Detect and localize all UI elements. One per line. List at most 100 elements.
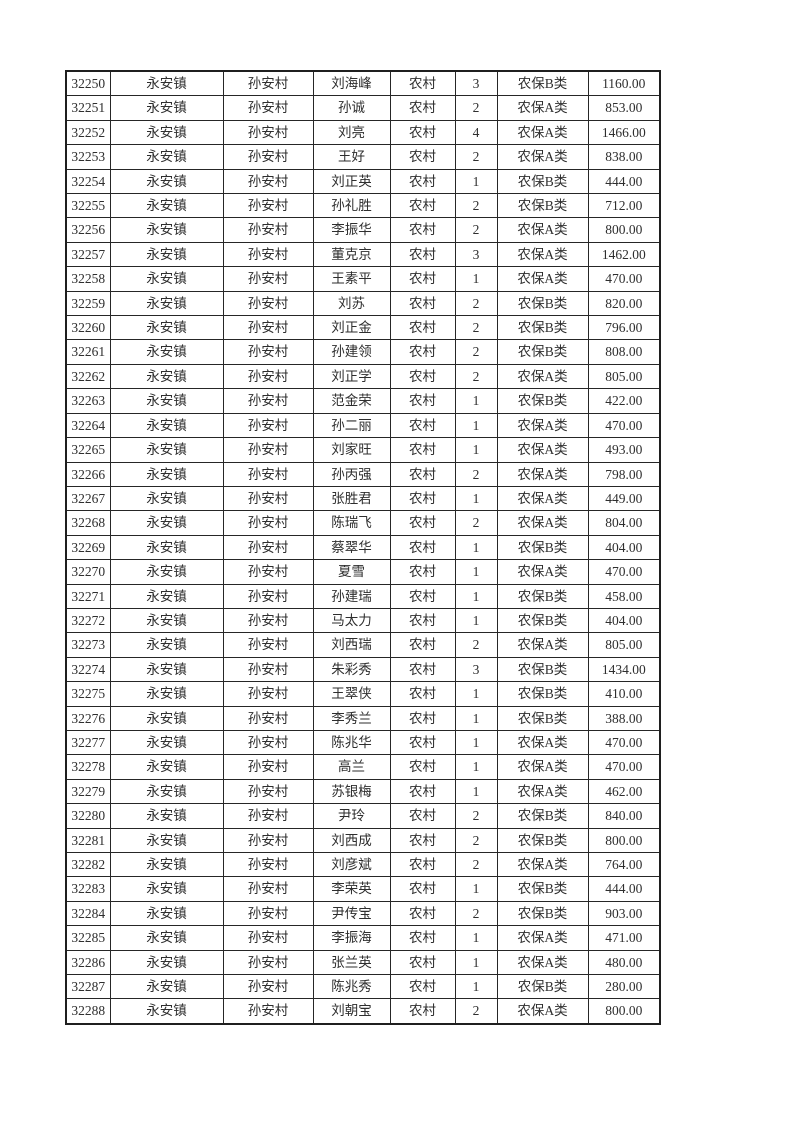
cell-person-count: 2: [454, 510, 498, 536]
table-row: 32282 永安镇 孙安村 刘彦斌 农村 2 农保A类 764.00: [65, 851, 661, 878]
cell-town: 永安镇: [109, 485, 224, 512]
cell-record-id: 32273: [65, 632, 111, 658]
table-row: 32286 永安镇 孙安村 张兰英 农村 1 农保A类 480.00: [65, 949, 661, 976]
cell-insurance-category: 农保A类: [496, 729, 589, 756]
cell-amount: 820.00: [587, 290, 661, 317]
cell-amount: 800.00: [587, 217, 661, 243]
cell-insurance-category: 农保A类: [496, 119, 589, 146]
table-row: 32270 永安镇 孙安村 夏雪 农村 1 农保A类 470.00: [65, 559, 661, 585]
cell-amount: 1160.00: [587, 70, 661, 97]
cell-village: 孙安村: [222, 681, 314, 707]
cell-amount: 462.00: [587, 778, 661, 805]
cell-amount: 493.00: [587, 437, 661, 463]
cell-residence-type: 农村: [389, 754, 456, 780]
cell-record-id: 32255: [65, 193, 111, 219]
cell-person-count: 3: [454, 241, 498, 268]
cell-village: 孙安村: [222, 388, 314, 414]
cell-person-count: 2: [454, 363, 498, 390]
cell-amount: 764.00: [587, 851, 661, 878]
cell-person-name: 马太力: [312, 607, 391, 634]
cell-town: 永安镇: [109, 754, 224, 780]
cell-town: 永安镇: [109, 339, 224, 365]
cell-village: 孙安村: [222, 315, 314, 341]
cell-residence-type: 农村: [389, 803, 456, 829]
cell-residence-type: 农村: [389, 510, 456, 536]
cell-town: 永安镇: [109, 144, 224, 170]
cell-town: 永安镇: [109, 705, 224, 731]
cell-village: 孙安村: [222, 437, 314, 463]
cell-town: 永安镇: [109, 290, 224, 317]
cell-person-name: 李荣英: [312, 876, 391, 902]
cell-village: 孙安村: [222, 119, 314, 146]
cell-amount: 470.00: [587, 559, 661, 585]
table-row: 32261 永安镇 孙安村 孙建领 农村 2 农保B类 808.00: [65, 339, 661, 365]
cell-residence-type: 农村: [389, 827, 456, 854]
cell-amount: 800.00: [587, 827, 661, 854]
cell-village: 孙安村: [222, 193, 314, 219]
cell-record-id: 32279: [65, 778, 111, 805]
cell-person-count: 2: [454, 339, 498, 365]
cell-person-name: 董克京: [312, 241, 391, 268]
cell-village: 孙安村: [222, 70, 314, 97]
cell-town: 永安镇: [109, 168, 224, 195]
cell-insurance-category: 农保A类: [496, 266, 589, 292]
cell-person-count: 1: [454, 681, 498, 707]
cell-town: 永安镇: [109, 851, 224, 878]
cell-amount: 808.00: [587, 339, 661, 365]
table-row: 32268 永安镇 孙安村 陈瑞飞 农村 2 农保A类 804.00: [65, 510, 661, 536]
cell-amount: 712.00: [587, 193, 661, 219]
cell-record-id: 32286: [65, 949, 111, 976]
cell-person-count: 2: [454, 290, 498, 317]
cell-person-count: 2: [454, 900, 498, 927]
cell-village: 孙安村: [222, 241, 314, 268]
cell-residence-type: 农村: [389, 437, 456, 463]
cell-insurance-category: 农保A类: [496, 363, 589, 390]
cell-village: 孙安村: [222, 168, 314, 195]
cell-town: 永安镇: [109, 778, 224, 805]
cell-person-count: 2: [454, 217, 498, 243]
cell-insurance-category: 农保B类: [496, 656, 589, 683]
cell-residence-type: 农村: [389, 217, 456, 243]
table-row: 32280 永安镇 孙安村 尹玲 农村 2 农保B类 840.00: [65, 803, 661, 829]
cell-person-name: 刘正金: [312, 315, 391, 341]
table-row: 32250 永安镇 孙安村 刘海峰 农村 3 农保B类 1160.00: [65, 70, 661, 97]
cell-village: 孙安村: [222, 559, 314, 585]
cell-person-name: 刘彦斌: [312, 851, 391, 878]
cell-record-id: 32257: [65, 241, 111, 268]
cell-village: 孙安村: [222, 339, 314, 365]
cell-insurance-category: 农保B类: [496, 388, 589, 414]
cell-village: 孙安村: [222, 900, 314, 927]
cell-record-id: 32261: [65, 339, 111, 365]
cell-residence-type: 农村: [389, 851, 456, 878]
benefit-records-table: 32250 永安镇 孙安村 刘海峰 农村 3 农保B类 1160.00 32251 永安镇 孙安村孙…: [65, 70, 661, 1025]
cell-amount: 800.00: [587, 998, 661, 1025]
cell-person-count: 1: [454, 778, 498, 805]
cell-record-id: 32253: [65, 144, 111, 170]
cell-village: 孙安村: [222, 95, 314, 121]
cell-insurance-category: 农保A类: [496, 851, 589, 878]
cell-record-id: 32274: [65, 656, 111, 683]
cell-person-count: 2: [454, 461, 498, 487]
cell-town: 永安镇: [109, 119, 224, 146]
cell-residence-type: 农村: [389, 339, 456, 365]
cell-amount: 798.00: [587, 461, 661, 487]
cell-residence-type: 农村: [389, 949, 456, 976]
cell-town: 永安镇: [109, 363, 224, 390]
cell-record-id: 32271: [65, 583, 111, 609]
table-row: 32262 永安镇 孙安村 刘正学 农村 2 农保A类 805.00: [65, 363, 661, 390]
cell-town: 永安镇: [109, 656, 224, 683]
cell-person-name: 孙诚: [312, 95, 391, 121]
cell-insurance-category: 农保A类: [496, 559, 589, 585]
cell-town: 永安镇: [109, 388, 224, 414]
cell-residence-type: 农村: [389, 900, 456, 927]
cell-town: 永安镇: [109, 241, 224, 268]
cell-person-name: 陈兆华: [312, 729, 391, 756]
cell-insurance-category: 农保B类: [496, 876, 589, 902]
cell-person-name: 李振华: [312, 217, 391, 243]
cell-person-count: 1: [454, 754, 498, 780]
cell-person-count: 1: [454, 412, 498, 439]
cell-person-count: 1: [454, 705, 498, 731]
cell-person-count: 4: [454, 119, 498, 146]
cell-amount: 444.00: [587, 876, 661, 902]
cell-person-count: 1: [454, 729, 498, 756]
